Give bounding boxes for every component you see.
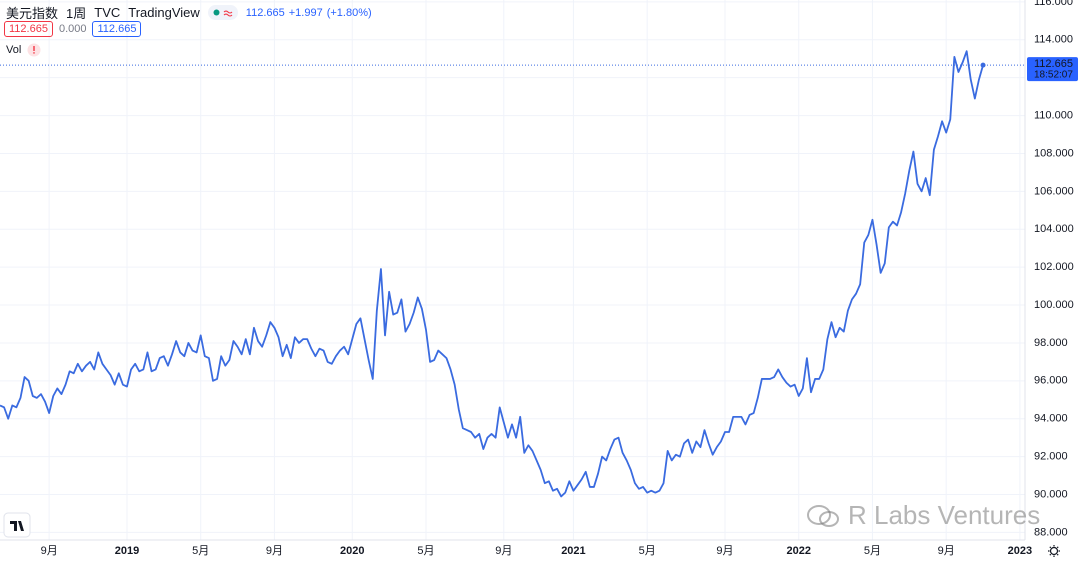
y-tick-label: 102.000: [1034, 261, 1074, 273]
change-percent: (+1.80%): [326, 6, 372, 19]
y-tick-label: 88.000: [1034, 526, 1068, 538]
y-tick-label: 96.000: [1034, 375, 1068, 387]
watermark-icon: [807, 504, 839, 527]
exchange: TVC: [94, 5, 121, 20]
tv-logo: [3, 512, 31, 538]
y-tick-label: 94.000: [1034, 413, 1068, 425]
spread: 0.000: [58, 23, 87, 35]
x-tick-label: 9月: [495, 545, 512, 557]
status-pill[interactable]: [207, 5, 238, 20]
bid-price[interactable]: 112.665: [4, 21, 53, 37]
x-tick-label: 9月: [41, 545, 58, 557]
price-line: [0, 50, 984, 498]
y-tick-label: 106.000: [1034, 185, 1074, 197]
axes: 88.000 90.000 92.000 94.000 96.000 98.000 100.…: [41, 0, 1078, 557]
price-tag-time: 18:52:07: [1034, 70, 1073, 81]
source: TradingView: [128, 5, 200, 20]
interval[interactable]: 1周: [66, 6, 87, 21]
ask-price[interactable]: 112.665: [92, 21, 142, 37]
y-tick-label: 92.000: [1034, 451, 1068, 463]
grid: [0, 0, 1025, 540]
x-tick-label: 2021: [561, 545, 585, 557]
delayed-icon: [223, 9, 233, 17]
y-tick-label: 90.000: [1034, 488, 1068, 500]
x-tick-label: 5月: [864, 545, 881, 557]
x-tick-label: 9月: [716, 545, 733, 557]
x-tick-label: 2020: [340, 545, 364, 557]
legend-values: 112.665 0.000 112.665: [4, 21, 142, 37]
header: 美元指数 1周 TVC TradingView 112.665 +1.997 (…: [6, 3, 372, 22]
symbol[interactable]: 美元指数: [6, 6, 59, 21]
last-price: 112.665: [245, 6, 285, 19]
change: +1.997: [288, 6, 323, 19]
market-status-dot: [213, 9, 220, 16]
volume-warning-icon[interactable]: [27, 43, 41, 57]
volume-legend: Vol: [6, 43, 41, 57]
quote: 112.665 +1.997 (+1.80%): [246, 7, 372, 19]
x-tick-label: 5月: [417, 545, 434, 557]
x-tick-label: 9月: [266, 545, 283, 557]
x-tick-label: 5月: [639, 545, 656, 557]
y-tick-label: 108.000: [1034, 147, 1074, 159]
y-tick-label: 110.000: [1034, 109, 1073, 121]
x-tick-label: 2019: [115, 545, 139, 557]
y-tick-label: 116.000: [1034, 0, 1073, 8]
y-tick-label: 114.000: [1034, 34, 1073, 46]
last-point: [980, 62, 986, 68]
volume-label: Vol: [6, 44, 22, 56]
settings-icon[interactable]: [1048, 545, 1060, 557]
plot: [0, 50, 1025, 498]
watermark-text: R Labs Ventures: [848, 500, 1041, 530]
x-tick-label: 9月: [938, 545, 955, 557]
price-tag-price: 112.665: [1034, 58, 1073, 70]
y-tick-label: 104.000: [1034, 223, 1074, 235]
x-tick-label: 2022: [786, 545, 810, 557]
price-tag: [1027, 57, 1078, 82]
watermark: R Labs Ventures: [806, 500, 1040, 531]
y-tick-label: 100.000: [1034, 299, 1074, 311]
x-tick-label: 2023: [1008, 545, 1032, 557]
x-tick-label: 5月: [192, 545, 209, 557]
y-tick-label: 98.000: [1034, 337, 1068, 349]
